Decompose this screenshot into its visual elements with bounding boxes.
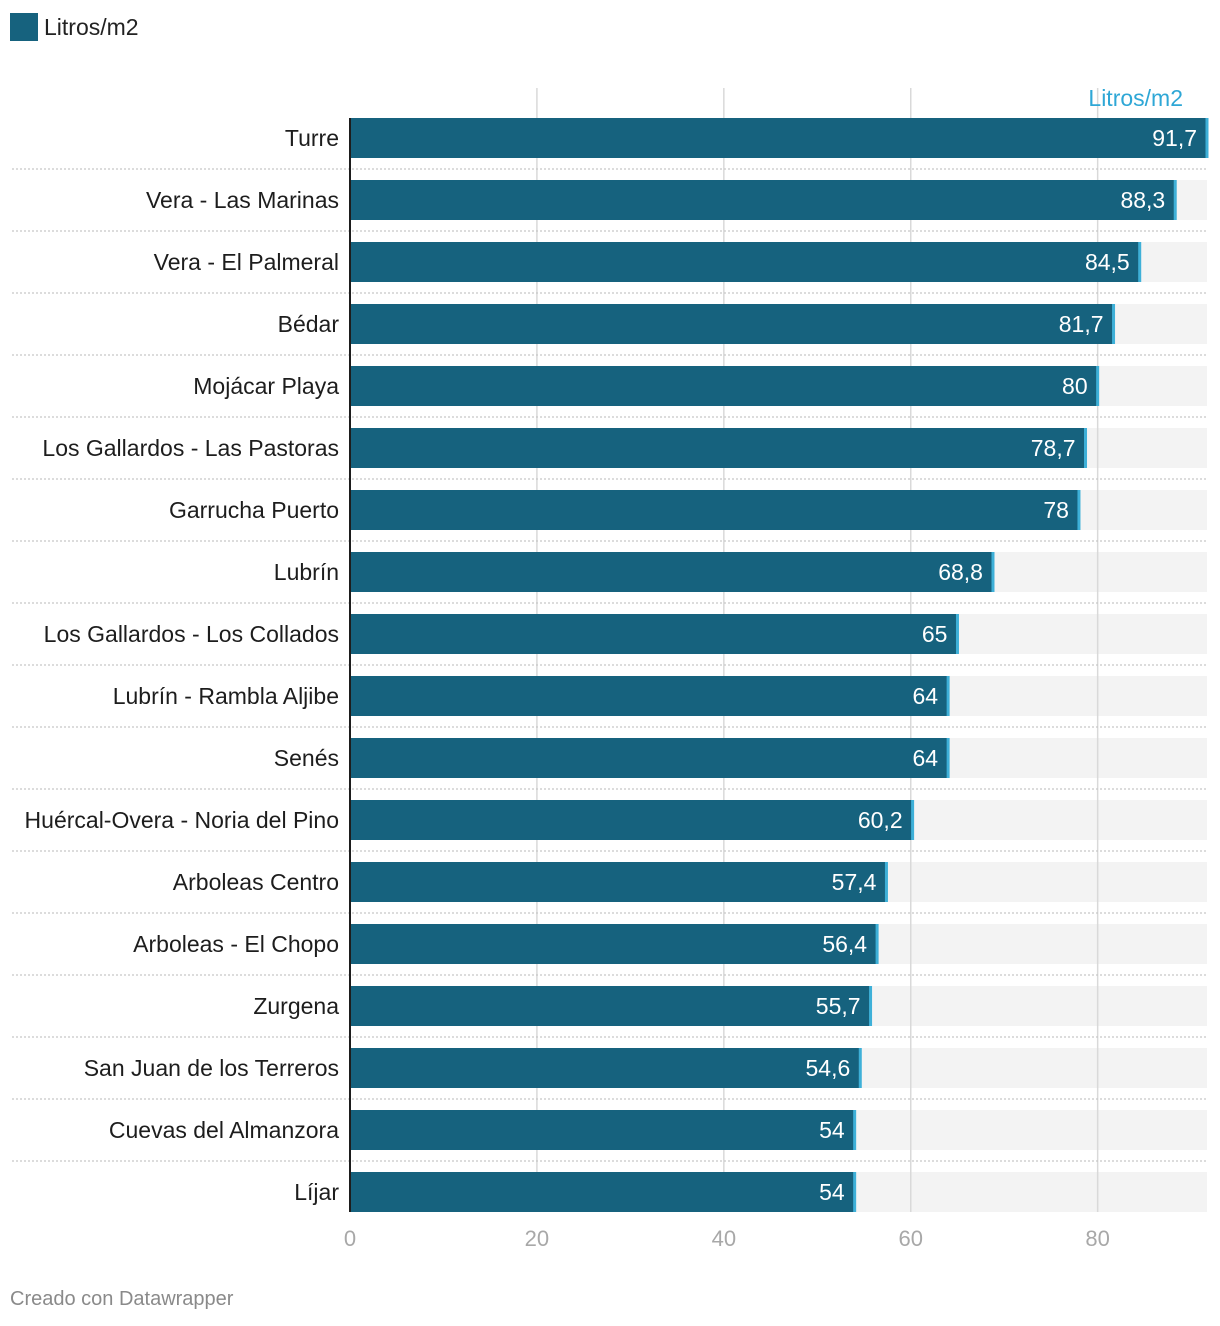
bar-end-marker [1096, 366, 1100, 406]
value-label: 65 [922, 621, 948, 647]
category-label: Bédar [278, 311, 340, 337]
bar [350, 738, 949, 778]
category-label: Los Gallardos - Los Collados [44, 621, 339, 647]
bar-end-marker [884, 862, 888, 902]
bar-end-marker [1112, 304, 1116, 344]
bar-end-marker [1205, 118, 1209, 158]
category-label: Vera - Las Marinas [146, 187, 339, 213]
x-tick-label: 0 [344, 1226, 356, 1251]
value-label: 60,2 [858, 807, 903, 833]
category-label: Huércal-Overa - Noria del Pino [25, 807, 339, 833]
value-label: 64 [913, 745, 939, 771]
legend-swatch [10, 13, 38, 41]
x-tick-label: 60 [898, 1226, 922, 1251]
category-label: San Juan de los Terreros [84, 1055, 339, 1081]
value-label: 64 [913, 683, 939, 709]
category-label: Senés [274, 745, 339, 771]
value-label: 91,7 [1152, 125, 1197, 151]
bar [350, 800, 913, 840]
bar [350, 1048, 861, 1088]
bar [350, 986, 871, 1026]
bar-end-marker [911, 800, 915, 840]
category-label: Líjar [294, 1179, 339, 1205]
bar [350, 490, 1079, 530]
bar [350, 614, 958, 654]
category-label: Lubrín - Rambla Aljibe [113, 683, 339, 709]
category-label: Los Gallardos - Las Pastoras [42, 435, 339, 461]
bar-end-marker [946, 738, 950, 778]
category-label: Zurgena [253, 993, 339, 1019]
value-label: 80 [1062, 373, 1088, 399]
value-label: 54,6 [806, 1055, 851, 1081]
value-label: 84,5 [1085, 249, 1130, 275]
bar-end-marker [1084, 428, 1088, 468]
value-label: 88,3 [1120, 187, 1165, 213]
bar-end-marker [946, 676, 950, 716]
bar [350, 304, 1114, 344]
bar-end-marker [853, 1110, 857, 1150]
bar-end-marker [875, 924, 879, 964]
bar-end-marker [869, 986, 873, 1026]
bar [350, 1110, 855, 1150]
category-label: Mojácar Playa [193, 373, 339, 399]
x-tick-label: 40 [712, 1226, 736, 1251]
value-label: 55,7 [816, 993, 861, 1019]
value-label: 54 [819, 1179, 845, 1205]
bar [350, 366, 1098, 406]
bar-end-marker [1138, 242, 1142, 282]
bar-end-marker [1173, 180, 1177, 220]
x-tick-label: 80 [1085, 1226, 1109, 1251]
value-label: 78,7 [1031, 435, 1076, 461]
series-label: Litros/m2 [1088, 85, 1183, 111]
value-label: 81,7 [1059, 311, 1104, 337]
bar [350, 118, 1207, 158]
bar-end-marker [955, 614, 959, 654]
bar [350, 1172, 855, 1212]
value-label: 54 [819, 1117, 845, 1143]
bar [350, 180, 1176, 220]
category-label: Lubrín [274, 559, 339, 585]
bar [350, 862, 887, 902]
category-label: Vera - El Palmeral [154, 249, 339, 275]
value-label: 57,4 [832, 869, 877, 895]
category-label: Arboleas Centro [173, 869, 339, 895]
legend-label: Litros/m2 [44, 13, 139, 40]
category-label: Turre [285, 125, 339, 151]
bar-end-marker [853, 1172, 857, 1212]
bar [350, 676, 949, 716]
category-label: Arboleas - El Chopo [133, 931, 339, 957]
legend: Litros/m2 [10, 12, 139, 42]
bar-end-marker [1077, 490, 1081, 530]
category-label: Cuevas del Almanzora [109, 1117, 339, 1143]
value-label: 78 [1043, 497, 1069, 523]
bar [350, 242, 1140, 282]
bar-end-marker [858, 1048, 862, 1088]
bar-end-marker [991, 552, 995, 592]
bar [350, 552, 993, 592]
bar [350, 924, 878, 964]
value-label: 68,8 [938, 559, 983, 585]
x-tick-label: 20 [525, 1226, 549, 1251]
value-label: 56,4 [822, 931, 867, 957]
category-label: Garrucha Puerto [169, 497, 339, 523]
footer-credit[interactable]: Creado con Datawrapper [10, 1288, 234, 1310]
bar [350, 428, 1086, 468]
